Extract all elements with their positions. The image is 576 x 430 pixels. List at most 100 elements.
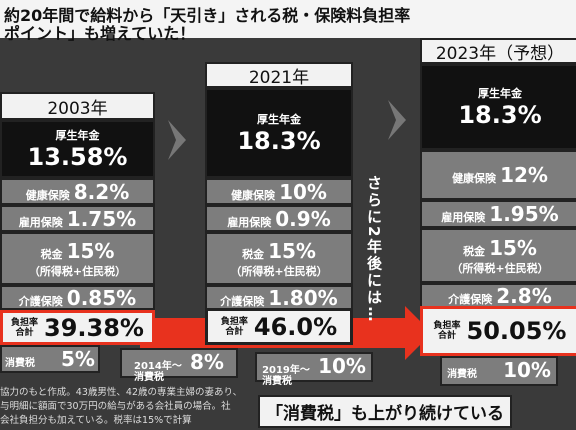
- item-value: 0.9%: [275, 206, 331, 231]
- item-block: 雇用保険 1.95%: [420, 200, 576, 228]
- consumption-label: 消費税: [5, 358, 36, 369]
- item-label: 健康保険: [25, 188, 70, 202]
- item-value: 18.3%: [237, 127, 321, 155]
- item-label: 雇用保険: [227, 215, 272, 229]
- item-value: 1.95%: [489, 202, 559, 226]
- item-block: 税金 15% （所得税+住民税）: [205, 232, 353, 285]
- item-label: 税金: [40, 247, 63, 261]
- total-label-line: 負担率: [220, 316, 248, 327]
- item-block: 健康保険 12%: [420, 150, 576, 200]
- consumption-value: 10%: [503, 358, 551, 382]
- item-value: 8.2%: [73, 179, 130, 204]
- item-label: 税金: [242, 247, 265, 261]
- item-row: 介護保険 2.8%: [448, 284, 551, 308]
- item-label: 税金: [463, 244, 486, 258]
- chevron: [388, 100, 406, 140]
- item-label: 健康保険: [231, 188, 276, 202]
- item-block: 雇用保険 0.9%: [205, 205, 353, 232]
- item-row: 雇用保険 1.75%: [19, 207, 136, 231]
- item-value: 1.75%: [66, 206, 137, 231]
- item-label: 厚生年金: [257, 113, 301, 126]
- side-note: さらに2年後には…: [365, 175, 383, 324]
- item-note: （所得税+住民税）: [451, 261, 549, 275]
- item-block: 厚生年金 18.3%: [205, 88, 353, 178]
- total-label: 負担率 合計: [434, 321, 461, 341]
- item-label: 介護保険: [448, 292, 493, 306]
- item-label: 厚生年金: [478, 87, 522, 100]
- year-header: 2023年（予想）: [420, 38, 576, 64]
- total-value: 39.38%: [44, 313, 144, 342]
- total-label-line: 合計: [438, 331, 457, 341]
- total-box: 負担率 合計 39.38%: [0, 310, 155, 345]
- consumption-value: 5%: [61, 347, 95, 371]
- consumption-tax: 2014年〜 消費税 8%: [120, 348, 238, 383]
- item-value: 15%: [66, 238, 115, 263]
- footnote-line: 与明細に額面で30万円の給与がある会社員の場合。社: [0, 401, 231, 412]
- consumption-label: 2019年〜 消費税: [262, 365, 310, 387]
- item-value: 13.58%: [27, 143, 128, 171]
- item-value: 1.80%: [268, 285, 338, 310]
- item-label: 厚生年金: [55, 129, 100, 142]
- total-label: 負担率 合計: [221, 317, 248, 337]
- consumption-label: 消費税: [447, 369, 478, 380]
- item-label: 雇用保険: [441, 211, 486, 224]
- item-row: 税金 15%: [242, 239, 316, 263]
- year-header: 2003年: [0, 92, 155, 120]
- total-label: 負担率 合計: [11, 318, 38, 338]
- item-block: 健康保険 10%: [205, 178, 353, 205]
- total-label-line: 負担率: [11, 317, 39, 328]
- item-row: 健康保険 12%: [452, 163, 548, 187]
- year-header: 2021年: [205, 62, 353, 88]
- total-box: 負担率 合計 50.05%: [420, 306, 576, 356]
- footnote-line: 会社負担分も加えている。税率は15%で計算: [0, 415, 192, 426]
- title-line: 約20年間で給料から「天引き」される税・保険料負担率: [4, 6, 411, 25]
- item-row: 介護保険 0.85%: [19, 286, 136, 310]
- item-block: 税金 15% （所得税+住民税）: [0, 232, 155, 285]
- title-band: [0, 0, 576, 38]
- item-value: 10%: [279, 179, 327, 204]
- total-box: 負担率 合計 46.0%: [205, 308, 353, 345]
- item-block: 厚生年金 13.58%: [0, 120, 155, 178]
- consumption-tax: 消費税 10%: [440, 356, 558, 386]
- item-label: 雇用保険: [18, 215, 63, 229]
- chevron: [168, 120, 186, 160]
- item-block: 介護保険 0.85%: [0, 285, 155, 310]
- item-row: 雇用保険 1.95%: [441, 202, 558, 226]
- total-label-line: 負担率: [433, 321, 461, 331]
- caption: 「消費税」も上がり続けている: [258, 395, 512, 428]
- item-row: 介護保険 1.80%: [220, 286, 337, 310]
- total-label-line: 合計: [225, 326, 244, 337]
- item-value: 2.8%: [496, 283, 552, 308]
- item-value: 15%: [268, 238, 316, 263]
- item-block: 健康保険 8.2%: [0, 178, 155, 205]
- item-note: （所得税+住民税）: [28, 264, 127, 278]
- title-line: ポイント」も増えていた！: [4, 24, 196, 43]
- consumption-value: 10%: [318, 354, 366, 378]
- consumption-tax: 消費税 5%: [0, 345, 100, 373]
- item-row: 健康保険 10%: [231, 180, 327, 204]
- total-value: 46.0%: [253, 312, 338, 341]
- item-block: 介護保険 1.80%: [205, 285, 353, 310]
- item-label: 介護保険: [18, 294, 63, 308]
- item-row: 税金 15%: [463, 236, 537, 260]
- consumption-tax: 2019年〜 消費税 10%: [255, 352, 373, 387]
- item-row: 健康保険 8.2%: [26, 180, 129, 204]
- arrow-head: [405, 306, 432, 360]
- consumption-value: 8%: [190, 350, 224, 374]
- item-label: 健康保険: [452, 172, 497, 185]
- item-value: 15%: [489, 235, 537, 260]
- item-label: 介護保険: [220, 294, 265, 308]
- footnote-line: 協力のもと作成。43歳男性、42歳の専業主婦の妻あり、: [0, 387, 243, 398]
- total-value: 50.05%: [466, 317, 567, 345]
- item-block: 厚生年金 18.3%: [420, 64, 576, 150]
- item-block: 税金 15% （所得税+住民税）: [420, 228, 576, 283]
- item-row: 税金 15%: [41, 239, 115, 263]
- total-label-line: 合計: [15, 327, 34, 338]
- item-block: 雇用保険 1.75%: [0, 205, 155, 232]
- consumption-label: 2014年〜 消費税: [134, 361, 182, 383]
- item-value: 18.3%: [458, 101, 542, 129]
- item-note: （所得税+住民税）: [230, 264, 328, 278]
- item-row: 雇用保険 0.9%: [227, 207, 330, 231]
- item-block: 介護保険 2.8%: [420, 283, 576, 308]
